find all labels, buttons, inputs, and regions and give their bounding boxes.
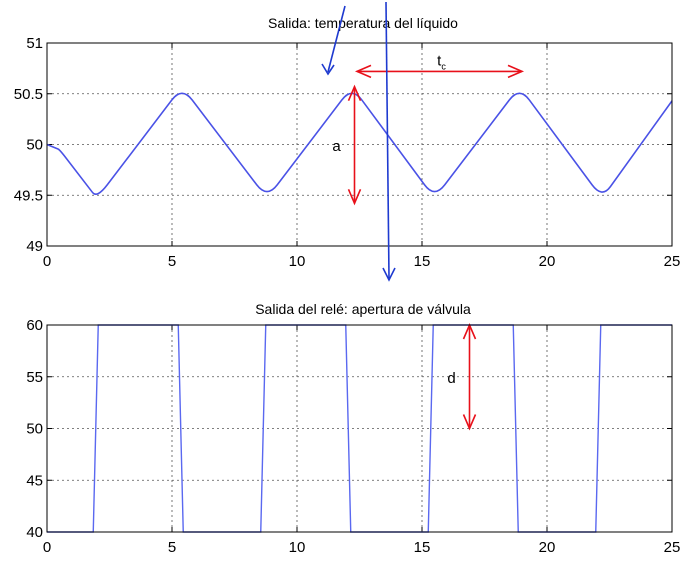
- temperature-y-ticks: 49 49.5 50 50.5 51: [14, 35, 672, 255]
- x-tick-label-25: 25: [664, 539, 681, 556]
- amplitude-a-arrowhead-top: [347, 84, 362, 101]
- valve-x-ticks: 0 5 10 15 20 25: [43, 325, 681, 556]
- temperature-series-line: [46, 92, 673, 195]
- x-tick-label-0: 0: [43, 539, 51, 556]
- y-tick-label-49: 49: [26, 238, 43, 255]
- x-tick-label-10: 10: [289, 539, 306, 556]
- period-tc-label-main: t: [437, 52, 442, 69]
- pointer-line-long: [385, 1, 390, 279]
- y-tick-label-50: 50: [26, 421, 43, 438]
- y-tick-label-45: 45: [26, 472, 43, 489]
- y-tick-label-55: 55: [26, 369, 43, 386]
- amplitude-d-label: d: [447, 370, 455, 387]
- amplitude-d-arrowhead-bottom: [462, 414, 477, 431]
- x-tick-label-5: 5: [168, 253, 176, 270]
- period-tc-label: tc: [437, 52, 446, 71]
- pointer-line-short: [327, 5, 346, 73]
- y-tick-label-60: 60: [26, 317, 43, 334]
- temperature-plot-frame: [46, 42, 673, 247]
- valve-annotations: d: [447, 322, 477, 431]
- valve-plot-frame: [46, 324, 673, 533]
- y-tick-label-40: 40: [26, 524, 43, 541]
- y-tick-label-50: 50: [26, 137, 43, 154]
- amplitude-a-label: a: [332, 138, 341, 155]
- y-tick-label-50.5: 50.5: [14, 86, 43, 103]
- valve-y-ticks: 40 45 50 55 60: [26, 317, 672, 541]
- temperature-x-ticks: 0 5 10 15 20 25: [43, 43, 681, 270]
- x-tick-label-20: 20: [539, 539, 556, 556]
- valve-chart-title: Salida del relé: apertura de válvula: [255, 301, 471, 317]
- valve-chart: Salida del relé: apertura de válvula 0 5 1…: [26, 301, 680, 556]
- temperature-annotations: a tc: [332, 52, 525, 206]
- temperature-chart-title: Salida: temperatura del líquido: [268, 15, 458, 31]
- amplitude-a-arrowhead-bottom: [347, 189, 362, 206]
- period-tc-label-subscript: c: [441, 61, 446, 71]
- x-tick-label-20: 20: [539, 253, 556, 270]
- temperature-chart: Salida: temperatura del líquido 0 5 10 15 20…: [14, 15, 681, 270]
- pointer-arrowhead-long: [382, 267, 396, 282]
- period-tc-arrowhead-right: [507, 64, 525, 79]
- x-tick-label-15: 15: [414, 253, 431, 270]
- x-tick-label-10: 10: [289, 253, 306, 270]
- y-tick-label-49.5: 49.5: [14, 187, 43, 204]
- x-tick-label-25: 25: [664, 253, 681, 270]
- y-tick-label-51: 51: [26, 35, 43, 52]
- pointer-arrowhead-short: [321, 63, 335, 76]
- x-tick-label-15: 15: [414, 539, 431, 556]
- period-tc-arrowhead-left: [354, 64, 372, 79]
- valve-grid: [47, 325, 672, 532]
- temperature-grid: [47, 43, 672, 246]
- x-tick-label-5: 5: [168, 539, 176, 556]
- x-tick-label-0: 0: [43, 253, 51, 270]
